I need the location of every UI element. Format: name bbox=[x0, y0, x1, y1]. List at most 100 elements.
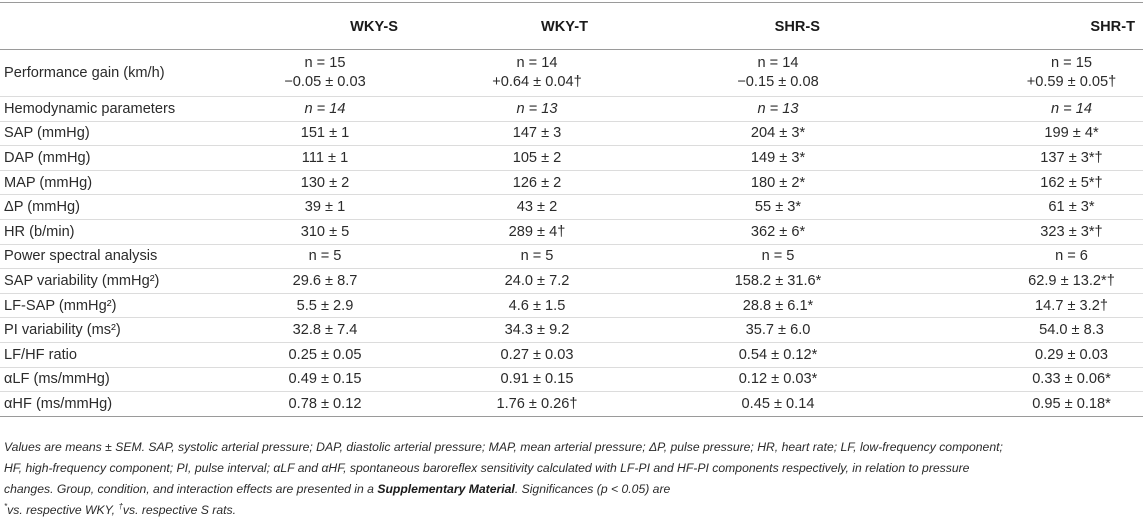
table-cell: 29.6 ± 8.7 bbox=[226, 268, 410, 294]
cell-value: +0.59 ± 0.05† bbox=[1026, 74, 1117, 90]
table-row: Performance gain (km/h) n = 15 −0.05 ± 0.0… bbox=[0, 49, 1143, 97]
table-cell: 55 ± 3* bbox=[646, 194, 890, 220]
table-row: ΔP (mmHg) 39 ± 1 43 ± 2 55 ± 3* 61 ± 3* bbox=[0, 194, 1143, 220]
row-label: Power spectral analysis bbox=[0, 244, 226, 270]
table-cell: n = 15 +0.59 ± 0.05† bbox=[890, 49, 1143, 97]
table-cell: n = 6 bbox=[890, 244, 1143, 270]
table-footnote: Values are means ± SEM. SAP, systolic ar… bbox=[4, 437, 1140, 521]
footnote-text: changes. Group, condition, and interacti… bbox=[4, 482, 378, 496]
table-cell: n = 13 bbox=[646, 96, 890, 122]
table-cell: n = 5 bbox=[410, 244, 646, 270]
table-cell: n = 13 bbox=[410, 96, 646, 122]
table-row: αHF (ms/mmHg) 0.78 ± 0.12 1.76 ± 0.26† 0.45… bbox=[0, 391, 1143, 417]
table-cell: 162 ± 5*† bbox=[890, 170, 1143, 196]
table-cell: 289 ± 4† bbox=[410, 219, 646, 245]
table-cell: 28.8 ± 6.1* bbox=[646, 293, 890, 319]
table-cell: 0.49 ± 0.15 bbox=[226, 367, 410, 393]
table-cell: 137 ± 3*† bbox=[890, 145, 1143, 171]
table-cell: 4.6 ± 1.5 bbox=[410, 293, 646, 319]
table-cell: 5.5 ± 2.9 bbox=[226, 293, 410, 319]
header-wky-t: WKY-T bbox=[410, 2, 646, 50]
table-cell: 54.0 ± 8.3 bbox=[890, 317, 1143, 343]
table-row: SAP variability (mmHg²) 29.6 ± 8.7 24.0 ± … bbox=[0, 268, 1143, 294]
table-cell: 39 ± 1 bbox=[226, 194, 410, 220]
cell-value: −0.05 ± 0.03 bbox=[284, 74, 366, 90]
cell-n: n = 15 bbox=[304, 55, 346, 71]
row-label: Hemodynamic parameters bbox=[0, 96, 226, 122]
header-wky-s: WKY-S bbox=[226, 2, 410, 50]
footnote-text: . Significances (p < 0.05) are bbox=[514, 482, 671, 496]
table-cell: 35.7 ± 6.0 bbox=[646, 317, 890, 343]
row-label: DAP (mmHg) bbox=[0, 145, 226, 171]
table-cell: 24.0 ± 7.2 bbox=[410, 268, 646, 294]
table-cell: 149 ± 3* bbox=[646, 145, 890, 171]
cell-n: n = 14 bbox=[757, 55, 799, 71]
table-cell: 158.2 ± 31.6* bbox=[646, 268, 890, 294]
table-cell: n = 5 bbox=[646, 244, 890, 270]
footnote-text: vs. respective S rats. bbox=[122, 503, 236, 517]
table-cell: 130 ± 2 bbox=[226, 170, 410, 196]
row-label: αHF (ms/mmHg) bbox=[0, 391, 226, 417]
table-row: HR (b/min) 310 ± 5 289 ± 4† 362 ± 6* 323 ± 3… bbox=[0, 219, 1143, 245]
header-shr-s: SHR-S bbox=[646, 2, 890, 50]
footnote-dagger: † bbox=[118, 501, 123, 511]
table-row: LF-SAP (mmHg²) 5.5 ± 2.9 4.6 ± 1.5 28.8 ± 6… bbox=[0, 293, 1143, 319]
row-label: HR (b/min) bbox=[0, 219, 226, 245]
table-cell: 43 ± 2 bbox=[410, 194, 646, 220]
row-label: αLF (ms/mmHg) bbox=[0, 367, 226, 393]
footnote-line-2: HF, high-frequency component; PI, pulse … bbox=[4, 461, 970, 475]
results-table: WKY-S WKY-T SHR-S SHR-T Performance gain… bbox=[0, 2, 1143, 417]
table-cell: n = 14 +0.64 ± 0.04† bbox=[410, 49, 646, 97]
table-cell: 0.54 ± 0.12* bbox=[646, 342, 890, 368]
table-cell: 204 ± 3* bbox=[646, 121, 890, 147]
table-cell: 0.27 ± 0.03 bbox=[410, 342, 646, 368]
footnote-star: * bbox=[4, 501, 8, 511]
table-cell: n = 15 −0.05 ± 0.03 bbox=[226, 49, 410, 97]
table-cell: 32.8 ± 7.4 bbox=[226, 317, 410, 343]
footnote-text: vs. respective WKY, bbox=[7, 503, 119, 517]
table-cell: 0.95 ± 0.18* bbox=[890, 391, 1143, 417]
supplementary-material-link[interactable]: Supplementary Material bbox=[377, 482, 515, 496]
cell-value: +0.64 ± 0.04† bbox=[492, 74, 582, 90]
table-cell: 0.33 ± 0.06* bbox=[890, 367, 1143, 393]
row-label: Performance gain (km/h) bbox=[0, 49, 226, 97]
table-row: PI variability (ms²) 32.8 ± 7.4 34.3 ± 9.2… bbox=[0, 317, 1143, 343]
footnote-line-3: changes. Group, condition, and interacti… bbox=[4, 479, 1140, 500]
table-cell: 151 ± 1 bbox=[226, 121, 410, 147]
table-cell: n = 14 bbox=[890, 96, 1143, 122]
table-row: SAP (mmHg) 151 ± 1 147 ± 3 204 ± 3* 199 ± 4* bbox=[0, 121, 1143, 147]
header-row: WKY-S WKY-T SHR-S SHR-T bbox=[0, 2, 1143, 50]
footnote-line-4: *vs. respective WKY, †vs. respective S r… bbox=[4, 500, 1140, 521]
table-row: Hemodynamic parameters n = 14 n = 13 n = 13… bbox=[0, 96, 1143, 122]
table-cell: 111 ± 1 bbox=[226, 145, 410, 171]
row-label: LF/HF ratio bbox=[0, 342, 226, 368]
row-label: ΔP (mmHg) bbox=[0, 194, 226, 220]
cell-n: n = 14 bbox=[516, 55, 558, 71]
header-shr-t: SHR-T bbox=[890, 2, 1143, 50]
table-cell: 362 ± 6* bbox=[646, 219, 890, 245]
table-cell: 0.45 ± 0.14 bbox=[646, 391, 890, 417]
table-cell: n = 14 bbox=[226, 96, 410, 122]
table-row: αLF (ms/mmHg) 0.49 ± 0.15 0.91 ± 0.15 0.12 … bbox=[0, 367, 1143, 393]
table-row: DAP (mmHg) 111 ± 1 105 ± 2 149 ± 3* 137 ± 3*… bbox=[0, 145, 1143, 171]
table-row: MAP (mmHg) 130 ± 2 126 ± 2 180 ± 2* 162 ± 5*… bbox=[0, 170, 1143, 196]
table-cell: 14.7 ± 3.2† bbox=[890, 293, 1143, 319]
table-cell: 0.91 ± 0.15 bbox=[410, 367, 646, 393]
table-cell: 1.76 ± 0.26† bbox=[410, 391, 646, 417]
row-label: MAP (mmHg) bbox=[0, 170, 226, 196]
table-cell: 62.9 ± 13.2*† bbox=[890, 268, 1143, 294]
table-cell: 323 ± 3*† bbox=[890, 219, 1143, 245]
table-cell: n = 14 −0.15 ± 0.08 bbox=[646, 49, 890, 97]
cell-value: −0.15 ± 0.08 bbox=[737, 74, 819, 90]
footnote-line-1: Values are means ± SEM. SAP, systolic ar… bbox=[4, 440, 1003, 454]
table-cell: 105 ± 2 bbox=[410, 145, 646, 171]
row-label: SAP (mmHg) bbox=[0, 121, 226, 147]
row-label: PI variability (ms²) bbox=[0, 317, 226, 343]
cell-n: n = 15 bbox=[1051, 55, 1092, 71]
table-cell: 0.25 ± 0.05 bbox=[226, 342, 410, 368]
table-cell: 0.12 ± 0.03* bbox=[646, 367, 890, 393]
table-body: Performance gain (km/h) n = 15 −0.05 ± 0.0… bbox=[0, 49, 1143, 417]
table-cell: 180 ± 2* bbox=[646, 170, 890, 196]
row-label: LF-SAP (mmHg²) bbox=[0, 293, 226, 319]
